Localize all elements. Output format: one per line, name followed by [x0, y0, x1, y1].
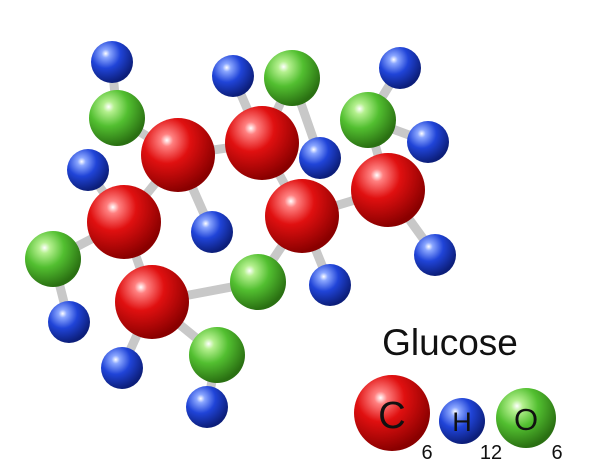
hydrogen-atom	[407, 121, 449, 163]
hydrogen-atom	[379, 47, 421, 89]
carbon-atom	[351, 153, 425, 227]
oxygen-atom	[230, 254, 286, 310]
hydrogen-count: 12	[480, 442, 502, 464]
hydrogen-atom	[91, 41, 133, 83]
molecule-title: Glucose	[382, 322, 518, 363]
carbon-atom	[225, 106, 299, 180]
hydrogen-atom	[186, 386, 228, 428]
oxygen-atom	[25, 231, 81, 287]
carbon-symbol: C	[378, 395, 405, 437]
carbon-count: 6	[421, 442, 432, 464]
oxygen-symbol: O	[514, 402, 538, 437]
oxygen-legend-atom	[496, 388, 556, 448]
carbon-atom	[87, 185, 161, 259]
hydrogen-atom	[191, 211, 233, 253]
oxygen-count: 6	[551, 442, 562, 464]
oxygen-atom	[340, 92, 396, 148]
carbon-atom	[141, 118, 215, 192]
hydrogen-atom	[414, 234, 456, 276]
hydrogen-atom	[309, 264, 351, 306]
formula-hydrogen: H 12	[439, 398, 502, 464]
hydrogen-atom	[67, 149, 109, 191]
carbon-atom	[115, 265, 189, 339]
hydrogen-atom	[299, 137, 341, 179]
formula-oxygen: O 6	[496, 388, 563, 464]
oxygen-atom	[89, 90, 145, 146]
formula-carbon: C 6	[354, 375, 433, 464]
hydrogen-atom	[101, 347, 143, 389]
oxygen-atom	[264, 50, 320, 106]
carbon-legend-atom	[354, 375, 430, 451]
hydrogen-symbol: H	[452, 407, 472, 437]
hydrogen-atom	[212, 55, 254, 97]
oxygen-atom	[189, 327, 245, 383]
hydrogen-atom	[48, 301, 90, 343]
carbon-atom	[265, 179, 339, 253]
atoms	[25, 41, 456, 428]
hydrogen-legend-atom	[439, 398, 485, 444]
formula: C 6 H 12 O 6	[354, 375, 563, 464]
